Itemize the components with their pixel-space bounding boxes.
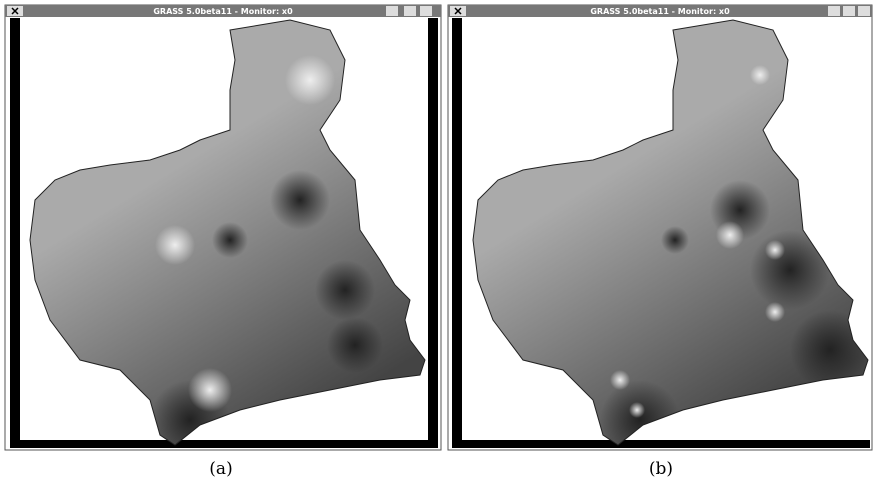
- window-b: GRASS 5.0beta11 - Monitor: x0: [443, 0, 874, 460]
- window-title: GRASS 5.0beta11 - Monitor: x0: [590, 7, 730, 16]
- caption: (b): [649, 459, 673, 479]
- right-border: [428, 18, 438, 448]
- figure: GRASS 5.0beta11 - Monitor: x0 GRASS 5.0b…: [0, 0, 874, 488]
- window-title: GRASS 5.0beta11 - Monitor: x0: [153, 7, 293, 16]
- menu-button[interactable]: [404, 6, 416, 16]
- bottom-border: [452, 440, 870, 448]
- raise-button[interactable]: [858, 6, 870, 16]
- menu-button[interactable]: [843, 6, 855, 16]
- window-a: GRASS 5.0beta11 - Monitor: x0: [0, 0, 441, 460]
- caption: (a): [209, 459, 232, 479]
- left-border: [452, 18, 462, 448]
- iconify-button[interactable]: [828, 6, 840, 16]
- left-border: [10, 18, 20, 448]
- iconify-button[interactable]: [386, 6, 398, 16]
- bottom-border: [10, 440, 438, 448]
- raise-button[interactable]: [420, 6, 432, 16]
